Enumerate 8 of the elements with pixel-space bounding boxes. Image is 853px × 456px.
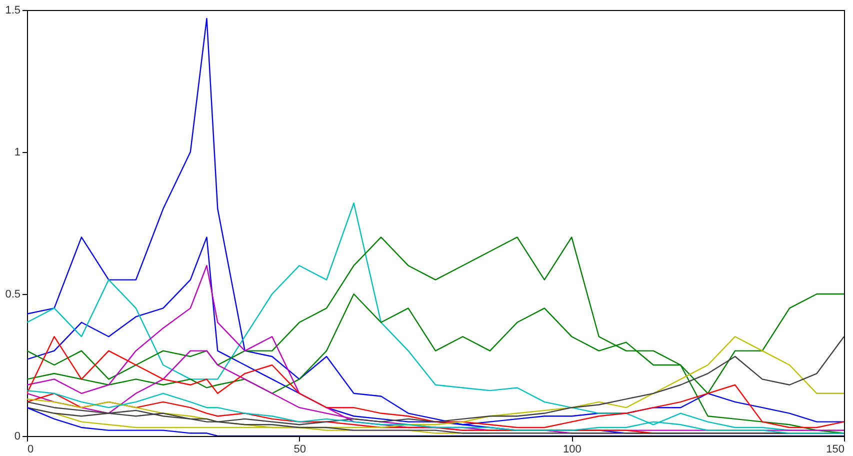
x-tick-label: 150 (826, 444, 844, 456)
x-tick-label: 0 (28, 444, 34, 456)
y-tick-label: 0.5 (5, 288, 20, 300)
y-tick-label: 1.5 (5, 4, 20, 16)
x-tick-label: 50 (294, 444, 306, 456)
x-tick-label: 100 (562, 444, 582, 456)
y-tick-label: 0 (14, 430, 20, 442)
y-tick-label: 1 (14, 146, 20, 158)
